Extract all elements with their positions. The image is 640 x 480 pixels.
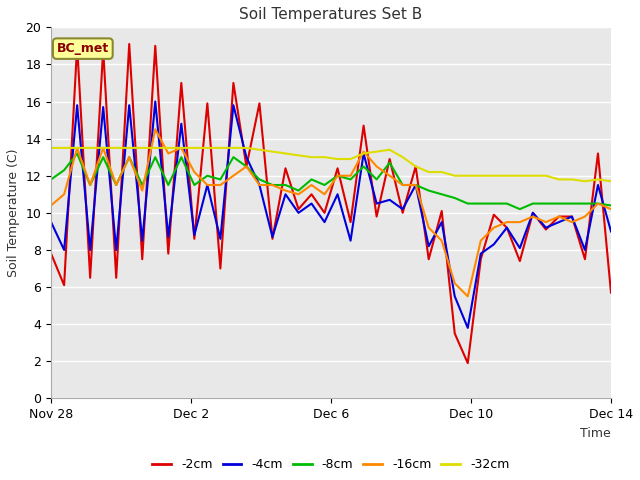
Text: BC_met: BC_met	[57, 42, 109, 55]
X-axis label: Time: Time	[580, 427, 611, 440]
Legend: -2cm, -4cm, -8cm, -16cm, -32cm: -2cm, -4cm, -8cm, -16cm, -32cm	[147, 453, 515, 476]
Y-axis label: Soil Temperature (C): Soil Temperature (C)	[7, 149, 20, 277]
Title: Soil Temperatures Set B: Soil Temperatures Set B	[239, 7, 422, 22]
